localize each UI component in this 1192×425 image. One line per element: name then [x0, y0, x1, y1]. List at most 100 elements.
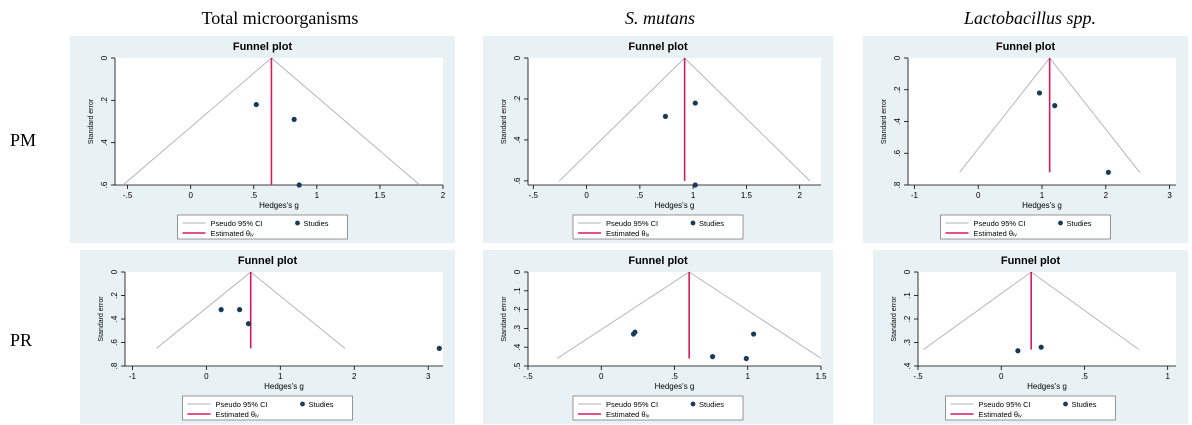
- study-point: [743, 355, 749, 362]
- study-point: [291, 116, 297, 122]
- y-tick-label: 0: [100, 55, 109, 60]
- legend-ci-label: Pseudo 95% CI: [216, 400, 268, 409]
- y-axis-label: Standard error: [501, 296, 508, 342]
- study-point: [1052, 103, 1058, 109]
- x-tick-label: -.5: [913, 372, 923, 381]
- y-tick-label: .6: [100, 181, 109, 188]
- y-tick-label: .5: [513, 362, 522, 369]
- study-point: [245, 321, 252, 327]
- x-axis-label: Hedges's g: [1027, 382, 1067, 391]
- y-tick-label: .6: [110, 339, 119, 346]
- study-point: [662, 113, 669, 119]
- study-point: [1015, 348, 1021, 354]
- x-tick-label: 0: [976, 191, 981, 200]
- x-tick-label: -.5: [529, 191, 539, 200]
- legend-estimate-label: Estimated θᵢᵥ: [979, 410, 1023, 419]
- legend-studies-label: Studies: [699, 219, 724, 228]
- x-tick-label: .5: [637, 191, 644, 200]
- y-tick-label: 0: [893, 55, 902, 60]
- y-tick-label: .8: [893, 181, 902, 188]
- x-tick-label: 0: [999, 372, 1004, 381]
- study-point: [751, 331, 757, 337]
- y-tick-label: .8: [110, 362, 119, 369]
- y-tick-label: .2: [513, 95, 522, 102]
- legend-studies-label: Studies: [699, 400, 724, 409]
- x-axis-label: Hedges's g: [259, 201, 299, 210]
- y-tick-label: .4: [893, 118, 902, 125]
- x-tick-label: 0: [599, 372, 604, 381]
- y-tick-label: .2: [100, 96, 109, 103]
- row-label-pm: PM: [10, 130, 37, 150]
- funnel-plot-pm-total: Funnel plot 0 .2 .4 .6 -.5 0 .5 1 1.5 2 Standard er…: [70, 36, 455, 243]
- y-tick-label: .3: [513, 325, 522, 332]
- study-point: [709, 354, 716, 360]
- plot-area: [528, 272, 821, 366]
- y-axis-label: Standard error: [881, 98, 888, 144]
- y-tick-label: .6: [893, 149, 902, 156]
- x-tick-label: .5: [1081, 372, 1088, 381]
- legend-studies-swatch: [1058, 220, 1063, 226]
- study-point: [1036, 90, 1043, 96]
- legend-estimate-label: Estimated θᵢᵥ: [606, 229, 650, 238]
- x-tick-label: .5: [671, 372, 678, 381]
- x-tick-label: 2: [797, 191, 802, 200]
- x-axis-label: Hedges's g: [655, 201, 695, 210]
- x-tick-label: 2: [352, 372, 357, 381]
- legend-ci-label: Pseudo 95% CI: [979, 400, 1031, 409]
- study-point: [1105, 169, 1111, 175]
- plot-title: Funnel plot: [628, 255, 688, 267]
- y-tick-label: .2: [893, 86, 902, 93]
- legend-studies-label: Studies: [304, 219, 329, 228]
- x-tick-label: -1: [911, 191, 919, 200]
- y-axis-label: Standard error: [891, 296, 898, 342]
- y-tick-label: .4: [110, 315, 119, 322]
- x-tick-label: 1.5: [815, 372, 827, 381]
- y-axis-label: Standard error: [98, 296, 105, 342]
- x-axis-label: Hedges's g: [264, 382, 304, 391]
- legend-studies-swatch: [295, 220, 300, 226]
- study-point: [436, 345, 442, 351]
- x-tick-label: 1: [278, 372, 283, 381]
- legend-studies-swatch: [690, 401, 696, 407]
- legend-studies-swatch: [690, 220, 696, 226]
- x-tick-label: 2: [441, 191, 446, 200]
- plot-title: Funnel plot: [1001, 255, 1061, 267]
- legend-estimate-label: Estimated θᵢᵥ: [606, 410, 650, 419]
- plot-area: [125, 272, 443, 366]
- x-tick-label: -.5: [123, 191, 133, 200]
- study-point: [237, 307, 243, 313]
- y-tick-label: .4: [100, 139, 109, 146]
- y-tick-label: .6: [513, 177, 522, 184]
- x-axis-label: Hedges's g: [655, 382, 695, 391]
- x-tick-label: 1: [315, 191, 320, 200]
- legend-studies-label: Studies: [1067, 219, 1092, 228]
- study-point: [253, 101, 259, 108]
- legend-studies-label: Studies: [309, 400, 334, 409]
- plot-area: [115, 58, 443, 185]
- y-tick-label: .4: [513, 136, 522, 143]
- y-tick-label: 0: [513, 55, 522, 60]
- y-tick-label: .4: [513, 343, 522, 350]
- plot-title: Funnel plot: [238, 255, 298, 267]
- study-point: [1038, 344, 1044, 350]
- plot-title: Funnel plot: [233, 41, 293, 53]
- legend-ci-label: Pseudo 95% CI: [606, 400, 658, 409]
- legend-ci-label: Pseudo 95% CI: [211, 219, 263, 228]
- x-tick-label: 1.5: [741, 191, 753, 200]
- study-point: [692, 182, 698, 188]
- legend-box: [572, 214, 744, 240]
- legend-estimate-label: Estimated θᵢᵥ: [216, 410, 260, 419]
- x-tick-label: 0: [584, 191, 589, 200]
- study-point: [296, 182, 302, 188]
- study-point: [218, 307, 224, 313]
- plot-title: Funnel plot: [628, 41, 688, 53]
- y-tick-label: .1: [513, 287, 522, 294]
- y-tick-label: .4: [903, 362, 912, 369]
- study-point: [632, 329, 638, 335]
- legend-box: [940, 214, 1111, 240]
- plot-area: [918, 272, 1176, 366]
- y-tick-label: .2: [513, 306, 522, 313]
- plot-area: [528, 58, 821, 185]
- x-tick-label: 3: [426, 372, 431, 381]
- plot-area: [908, 58, 1176, 185]
